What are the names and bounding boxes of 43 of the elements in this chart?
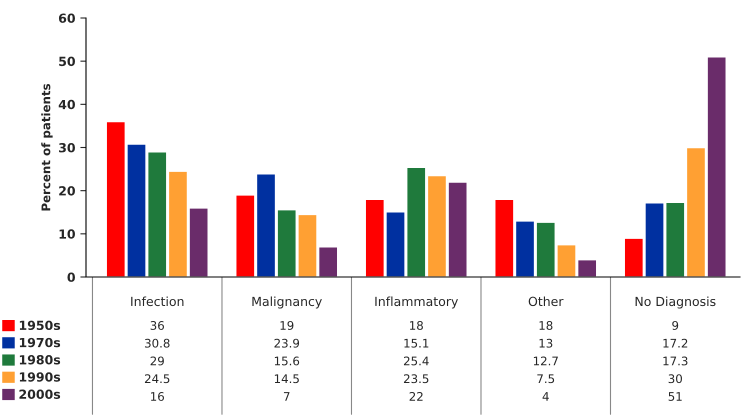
data-label: 7 [284, 392, 290, 401]
data-label: 4 [542, 392, 549, 401]
y-tick-label: 60 [58, 13, 75, 23]
x-tick-label: Other [528, 296, 564, 306]
y-tick-label: 40 [58, 100, 75, 110]
data-label: 7.5 [537, 374, 554, 384]
y-tick-label: 30 [59, 142, 75, 152]
legend-label: 2000s [19, 389, 60, 399]
data-label: 22 [410, 392, 423, 401]
data-label: 17.2 [663, 338, 688, 348]
data-label: 18 [410, 320, 423, 330]
data-label: 9 [672, 320, 678, 330]
data-label: 30.8 [144, 338, 170, 348]
data-label: 17.3 [663, 356, 688, 366]
data-label: 15.6 [274, 356, 300, 366]
data-label: 51 [668, 392, 682, 401]
data-label: 29 [150, 356, 164, 366]
data-label: 16 [151, 392, 164, 401]
data-label: 15.1 [404, 338, 428, 348]
legend-label: 1990s [20, 372, 60, 382]
legend-label: 1980s [20, 355, 60, 364]
x-tick-label: No Diagnosis [636, 296, 716, 309]
data-label: 14.5 [274, 374, 299, 384]
data-label: 19 [280, 320, 294, 330]
data-label: 12.7 [534, 356, 558, 366]
y-axis-title: Percent of patients [41, 84, 53, 211]
data-label: 23.9 [274, 338, 300, 348]
data-label: 13 [540, 338, 552, 348]
data-label: 24.5 [144, 374, 170, 384]
y-tick-label: 50 [59, 56, 75, 66]
legend-label: 1950s [20, 320, 60, 330]
data-label: 36 [150, 320, 164, 330]
x-tick-label: Inflammatory [375, 296, 458, 309]
y-tick-label: 10 [60, 229, 75, 239]
x-tick-label: Infection [131, 296, 184, 306]
legend-label: 1970s [20, 338, 60, 348]
y-tick-label: 0 [67, 272, 75, 282]
x-tick-label: Malignancy [252, 296, 322, 309]
data-label: 23.5 [404, 374, 428, 384]
data-label: 18 [540, 320, 552, 330]
data-label: 25.4 [404, 356, 429, 366]
data-label: 30 [668, 374, 682, 384]
y-tick-label: 20 [59, 186, 75, 196]
